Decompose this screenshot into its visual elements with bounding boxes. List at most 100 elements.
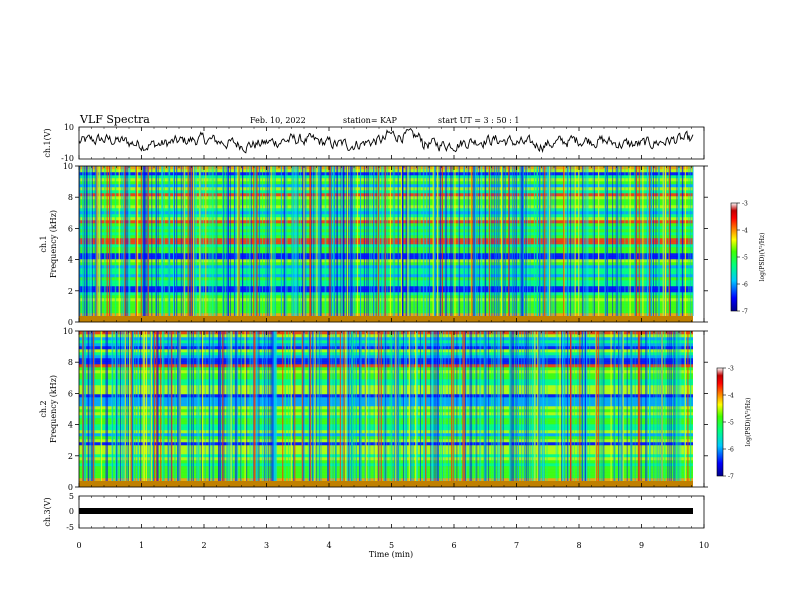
spectrogram-stripe — [313, 331, 314, 481]
spectrogram-impulse — [150, 331, 152, 483]
spectrogram-stripe — [369, 166, 371, 316]
spectrogram-impulse — [140, 166, 142, 318]
ytick-label: 8 — [68, 193, 73, 202]
spectrogram-impulse — [648, 166, 651, 318]
spectrogram-stripe — [341, 331, 343, 481]
spectrogram-stripe — [450, 166, 452, 316]
spectrogram-impulse — [190, 166, 192, 318]
spectrogram-stripe — [255, 331, 257, 481]
spectrogram-stripe — [184, 166, 186, 316]
spectrogram-stripe — [212, 166, 214, 316]
spectrogram-stripe — [459, 331, 461, 481]
spectrogram-stripe — [189, 331, 191, 481]
spectrogram-stripe — [503, 166, 505, 316]
spectrogram-impulse — [199, 166, 201, 318]
spectrogram-stripe — [335, 331, 337, 481]
ch1-waveform-line — [78, 127, 694, 154]
spectrogram-stripe — [259, 166, 261, 316]
spectrogram-stripe — [100, 166, 102, 316]
start-time-label: start UT = 3 : 50 : 1 — [438, 116, 519, 125]
xtick-label: 8 — [576, 541, 581, 550]
spectrogram-stripe — [492, 331, 494, 481]
date-label: Feb. 10, 2022 — [250, 116, 306, 125]
spectrogram-impulse — [595, 331, 597, 483]
spectrogram-stripe — [276, 331, 278, 481]
spectrogram-stripe — [573, 331, 575, 481]
spectrogram-stripe — [343, 166, 345, 316]
xtick-label: 3 — [264, 541, 269, 550]
spectrogram-band — [79, 460, 693, 464]
spectrogram-stripe — [391, 331, 393, 481]
spectrogram-stripe — [589, 331, 591, 481]
spectrogram-stripe — [581, 166, 583, 316]
spectrogram-band — [79, 415, 693, 419]
spectrogram-band — [79, 382, 693, 386]
spectrogram-stripe — [402, 166, 404, 316]
spectrogram-impulse — [684, 166, 686, 318]
spectrogram-stripe — [453, 166, 454, 316]
spectrogram-stripe — [266, 166, 268, 316]
spectrogram-stripe — [309, 331, 311, 481]
spectrogram-stripe — [301, 166, 303, 316]
spectrogram-stripe — [478, 166, 480, 316]
spectrogram-stripe — [409, 166, 411, 316]
spectrogram-stripe — [484, 166, 486, 316]
spectrogram-stripe — [86, 166, 88, 316]
spectrogram-impulse — [559, 331, 561, 483]
spectrogram-impulse — [100, 331, 103, 483]
spectrogram-impulse — [179, 331, 181, 483]
spectrogram-impulse — [154, 331, 156, 483]
spectrogram-stripe — [593, 166, 595, 316]
spectrogram-stripe — [630, 331, 631, 481]
spectrogram-stripe — [252, 331, 254, 481]
spectrogram-stripe — [324, 166, 326, 316]
spectrogram-stripe — [157, 331, 159, 481]
spectrogram-impulse — [378, 331, 380, 483]
spectrogram-stripe — [485, 166, 487, 316]
spectrogram-stripe — [435, 166, 437, 316]
spectrogram-stripe — [132, 331, 134, 481]
spectrogram-stripe — [116, 331, 118, 481]
spectrogram-stripe — [428, 166, 430, 316]
spectrogram-band — [79, 478, 693, 482]
spectrogram-stripe — [480, 331, 482, 481]
spectrogram-stripe — [147, 331, 149, 481]
spectrogram-impulse — [375, 331, 377, 483]
spectrogram-stripe — [457, 166, 459, 316]
spectrogram-stripe — [522, 166, 524, 316]
spectrogram-stripe — [548, 166, 550, 316]
spectrogram-stripe — [352, 166, 354, 316]
spectrogram-stripe — [348, 331, 350, 481]
spectrogram-band — [79, 475, 693, 479]
spectrogram-stripe — [249, 166, 251, 316]
spectrogram-stripe — [229, 166, 231, 316]
spectrogram-stripe — [451, 166, 453, 316]
spectrogram-stripe — [140, 331, 142, 481]
spectrogram-stripe — [127, 166, 129, 316]
spectrogram-stripe — [469, 331, 471, 481]
spectrogram-stripe — [584, 331, 585, 481]
spectrogram-stripe — [297, 166, 299, 316]
spectrogram-stripe — [398, 331, 400, 481]
spectrogram-stripe — [188, 331, 190, 481]
spectrogram-stripe — [95, 166, 97, 316]
spectrogram-band — [79, 469, 693, 473]
spectrogram-stripe — [495, 331, 497, 481]
spectrogram-impulse — [253, 331, 255, 483]
spectrogram-stripe — [405, 166, 407, 316]
spectrogram-impulse — [597, 331, 600, 483]
spectrogram-stripe — [91, 166, 93, 316]
spectrogram-stripe — [692, 166, 694, 316]
spectrogram-stripe — [173, 166, 175, 316]
spectrogram-stripe — [542, 166, 544, 316]
ch2-colorbar — [716, 367, 724, 477]
spectrogram-stripe — [242, 166, 244, 316]
spectrogram-stripe — [394, 166, 396, 316]
spectrogram-impulse — [500, 166, 503, 318]
spectrogram-stripe — [312, 166, 314, 316]
spectrogram-stripe — [463, 166, 465, 316]
spectrogram-stripe — [532, 331, 534, 481]
spectrogram-stripe — [567, 331, 569, 481]
spectrogram-stripe — [104, 166, 106, 316]
spectrogram-stripe — [396, 331, 398, 481]
